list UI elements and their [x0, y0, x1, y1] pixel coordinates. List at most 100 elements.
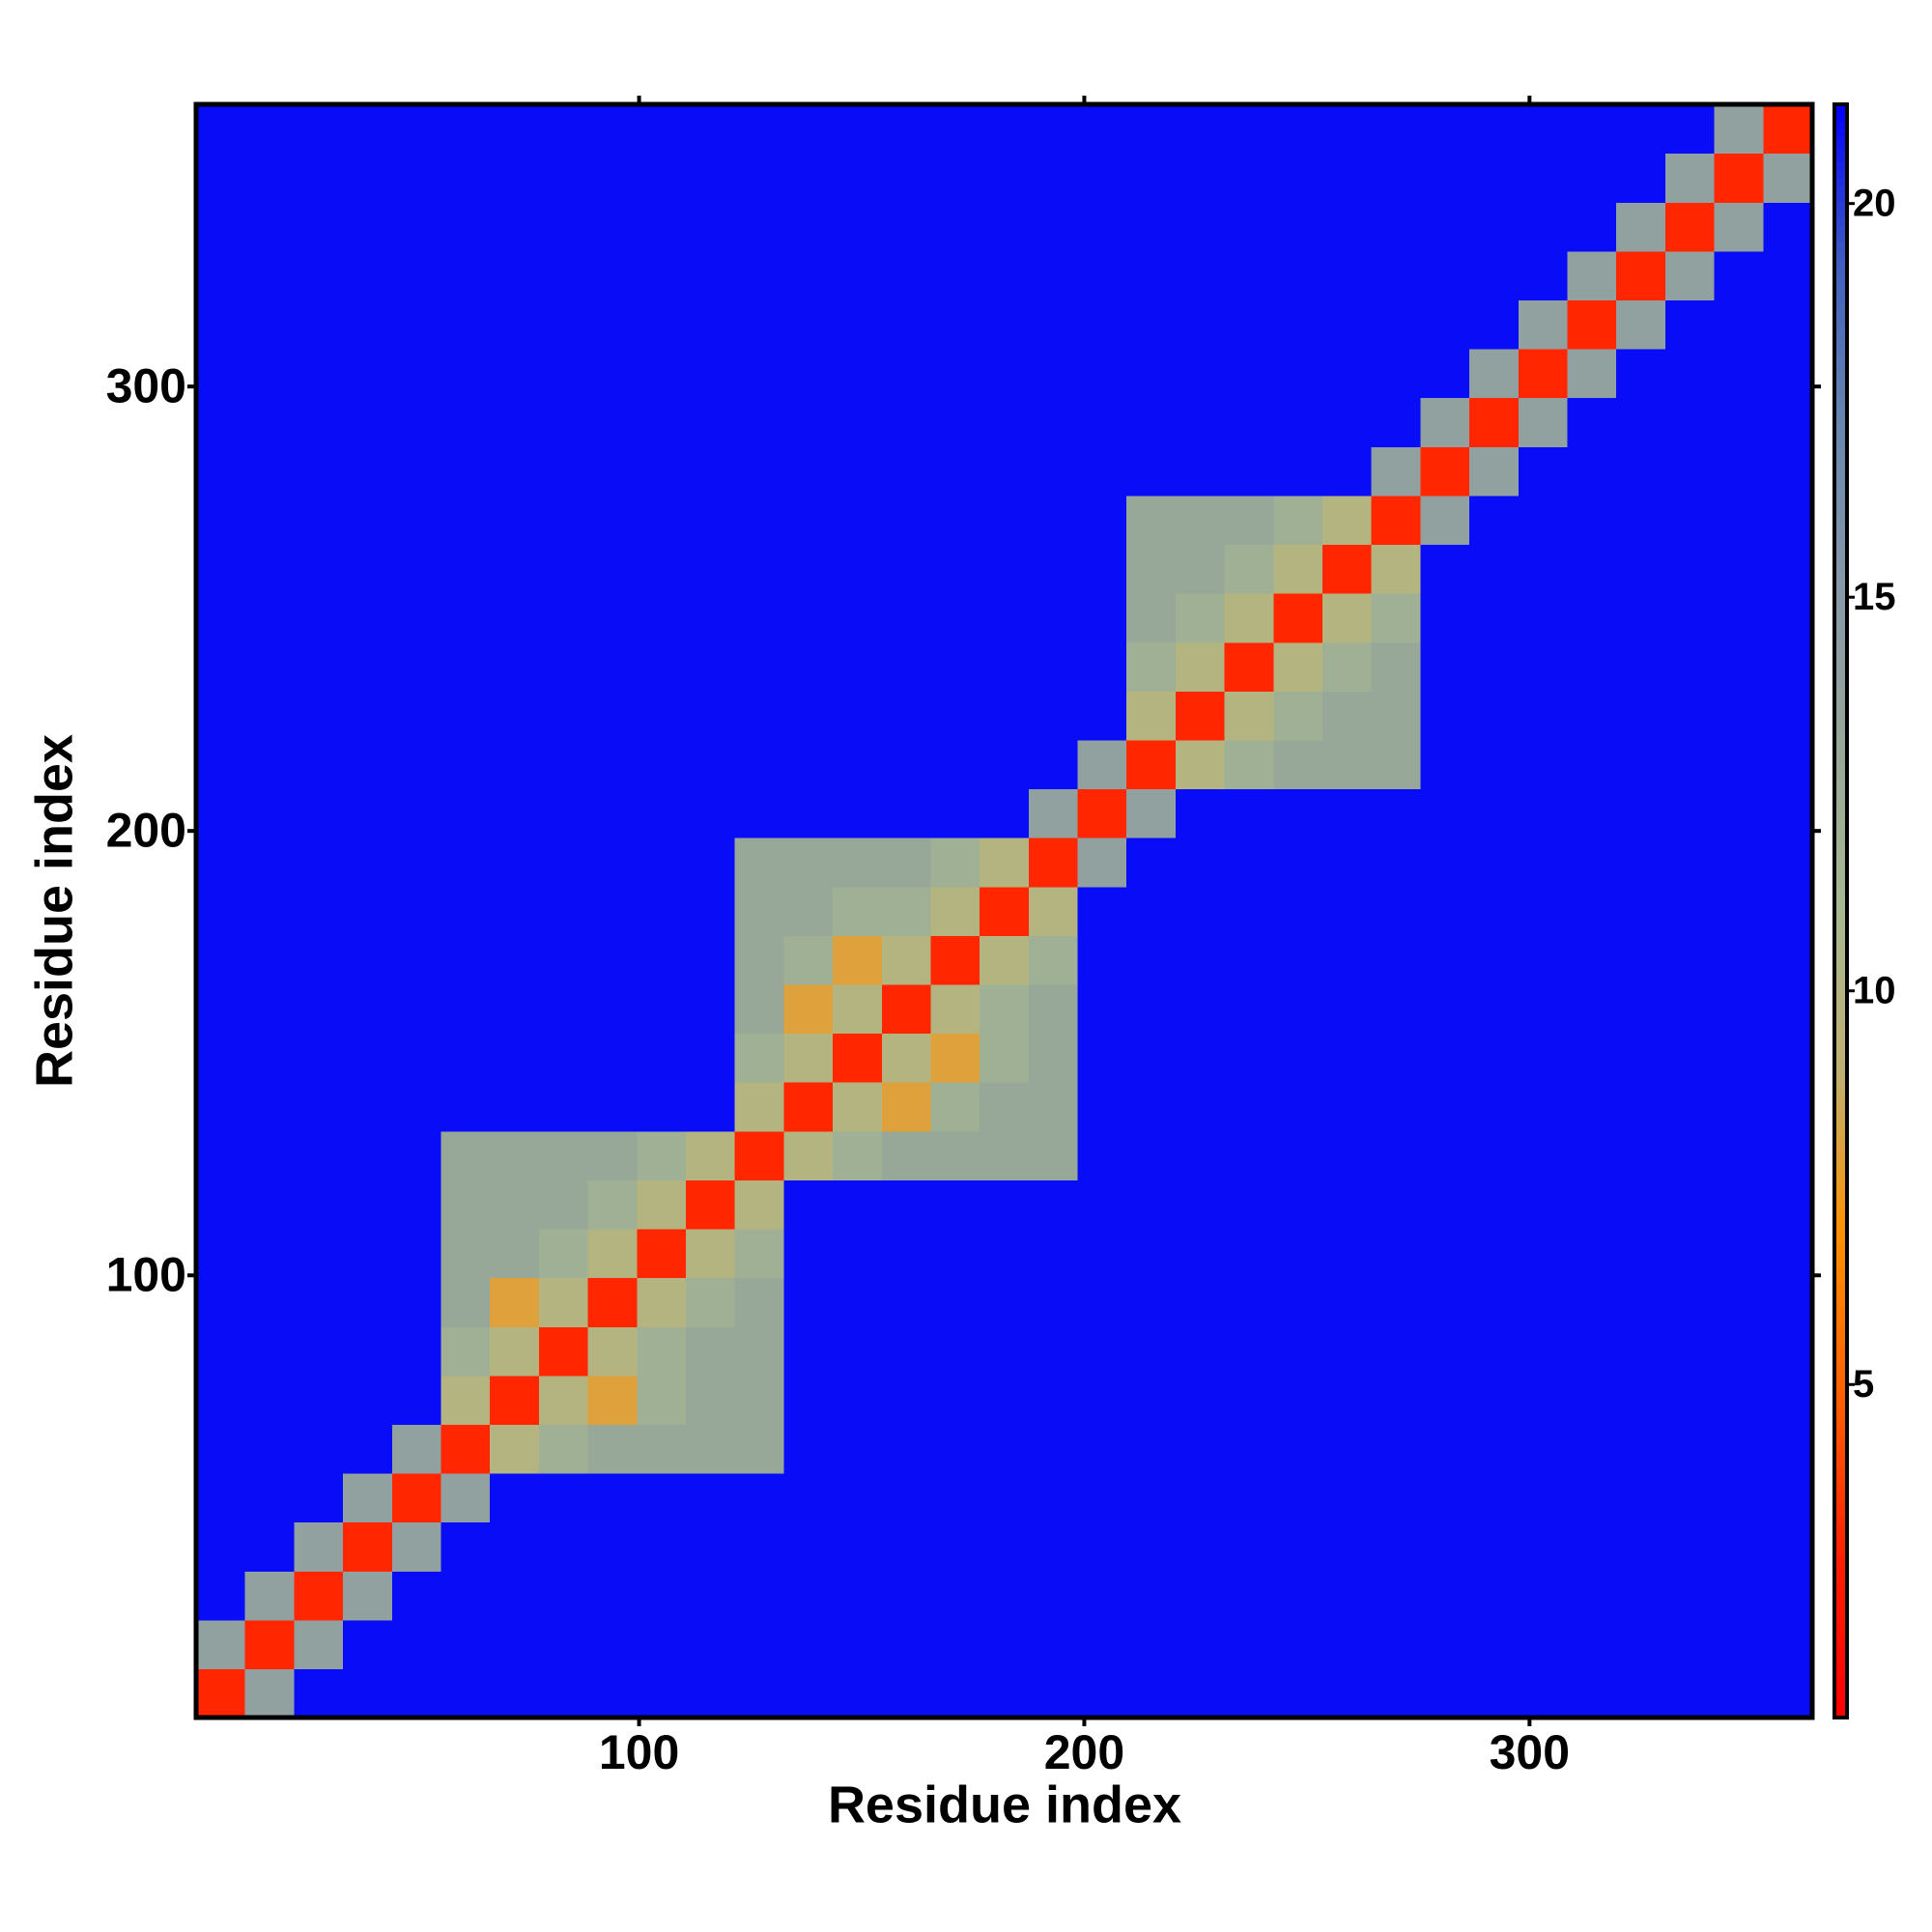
- heatmap-cell: [294, 544, 344, 594]
- heatmap-cell: [980, 1521, 1030, 1572]
- colorbar-swatch: [1834, 1507, 1847, 1518]
- heatmap-cell: [490, 299, 540, 350]
- heatmap-cell: [1664, 250, 1716, 301]
- heatmap-cell: [637, 593, 687, 643]
- heatmap-cell: [1126, 1130, 1177, 1180]
- heatmap-cell: [980, 1130, 1030, 1180]
- heatmap-cell: [930, 935, 980, 985]
- heatmap-cell: [930, 1521, 980, 1572]
- heatmap-cell: [538, 1375, 589, 1425]
- heatmap-cell: [1518, 1082, 1569, 1132]
- heatmap-cell: [783, 641, 834, 692]
- colorbar-swatch: [1834, 822, 1847, 832]
- colorbar-swatch: [1834, 1362, 1847, 1372]
- heatmap-cell: [980, 1424, 1030, 1474]
- heatmap-cell: [1518, 1179, 1569, 1230]
- heatmap-cell: [833, 788, 883, 838]
- heatmap-cell: [1371, 838, 1422, 888]
- heatmap-cell: [930, 788, 980, 838]
- heatmap-cell: [1567, 1082, 1617, 1132]
- heatmap-cell: [1322, 250, 1373, 301]
- heatmap-cell: [1469, 397, 1520, 447]
- heatmap-cell: [1126, 935, 1177, 985]
- heatmap-cell: [294, 299, 344, 350]
- heatmap-cell: [196, 1326, 246, 1377]
- heatmap-cell: [637, 1472, 687, 1523]
- colorbar-swatch: [1834, 612, 1847, 622]
- heatmap-cell: [1567, 349, 1617, 399]
- heatmap-cell: [196, 1277, 246, 1327]
- heatmap-cell: [1273, 983, 1323, 1035]
- heatmap-cell: [1077, 153, 1127, 203]
- heatmap-cell: [1763, 1228, 1813, 1279]
- heatmap-cell: [343, 691, 393, 741]
- heatmap-cell: [833, 1082, 883, 1132]
- heatmap-cell: [587, 1277, 638, 1327]
- heatmap-cell: [1224, 349, 1274, 399]
- heatmap-cell: [1322, 1130, 1373, 1180]
- heatmap-cell: [294, 1228, 344, 1279]
- heatmap-cell: [343, 1472, 393, 1523]
- heatmap-cell: [587, 1472, 638, 1523]
- colorbar-swatch: [1834, 1701, 1847, 1711]
- heatmap-cell: [1371, 495, 1422, 546]
- colorbar-swatch: [1834, 1080, 1847, 1090]
- heatmap-cell: [833, 935, 883, 985]
- colorbar-swatch: [1834, 192, 1847, 202]
- heatmap-cell: [881, 1619, 932, 1669]
- heatmap-cell: [1322, 691, 1373, 741]
- heatmap-cell: [1224, 250, 1274, 301]
- heatmap-cell: [881, 1228, 932, 1279]
- heatmap-cell: [1763, 641, 1813, 692]
- heatmap-cell: [833, 349, 883, 399]
- heatmap-cell: [490, 1228, 540, 1279]
- heatmap-cell: [734, 739, 784, 790]
- heatmap-cell: [1224, 1521, 1274, 1572]
- heatmap-cell: [783, 1228, 834, 1279]
- heatmap-cell: [490, 250, 540, 301]
- colorbar-swatch: [1834, 1225, 1847, 1235]
- colorbar-swatch: [1834, 249, 1847, 259]
- heatmap-cell: [930, 739, 980, 790]
- heatmap-cell: [1175, 349, 1226, 399]
- heatmap-cell: [930, 886, 980, 936]
- heatmap-cell: [587, 886, 638, 936]
- heatmap-cell: [391, 1571, 442, 1621]
- heatmap-cell: [734, 1668, 784, 1719]
- heatmap-cell: [538, 691, 589, 741]
- heatmap-cell: [1175, 641, 1226, 692]
- heatmap-cell: [1371, 739, 1422, 790]
- colorbar-swatch: [1834, 531, 1847, 541]
- heatmap-cell: [1616, 886, 1666, 936]
- heatmap-cell: [881, 1521, 932, 1572]
- heatmap-cell: [294, 691, 344, 741]
- colorbar-swatch: [1834, 1217, 1847, 1227]
- heatmap-cell: [783, 1082, 834, 1132]
- heatmap-cell: [1224, 935, 1274, 985]
- heatmap-cell: [440, 446, 491, 497]
- heatmap-cell: [881, 593, 932, 643]
- colorbar-swatch: [1834, 499, 1847, 509]
- heatmap-cell: [244, 495, 295, 546]
- heatmap-cell: [343, 838, 393, 888]
- heatmap-cell: [1616, 983, 1666, 1035]
- heatmap-cell: [1518, 1130, 1569, 1180]
- heatmap-cell: [587, 691, 638, 741]
- heatmap-cell: [881, 1082, 932, 1132]
- heatmap-cell: [1224, 1033, 1274, 1083]
- colorbar-swatch: [1834, 1072, 1847, 1082]
- heatmap-cell: [391, 593, 442, 643]
- heatmap-cell: [1126, 544, 1177, 594]
- heatmap-cell: [1567, 1033, 1617, 1083]
- heatmap-cell: [538, 495, 589, 546]
- heatmap-cell: [1469, 1619, 1520, 1669]
- heatmap-cell: [1077, 983, 1127, 1035]
- colorbar-swatch: [1834, 1136, 1847, 1146]
- heatmap-cell: [734, 299, 784, 350]
- heatmap-cell: [1273, 1228, 1323, 1279]
- heatmap-cell: [637, 153, 687, 203]
- heatmap-cell: [783, 1571, 834, 1621]
- heatmap-cell: [1322, 593, 1373, 643]
- heatmap-cell: [1028, 1277, 1079, 1327]
